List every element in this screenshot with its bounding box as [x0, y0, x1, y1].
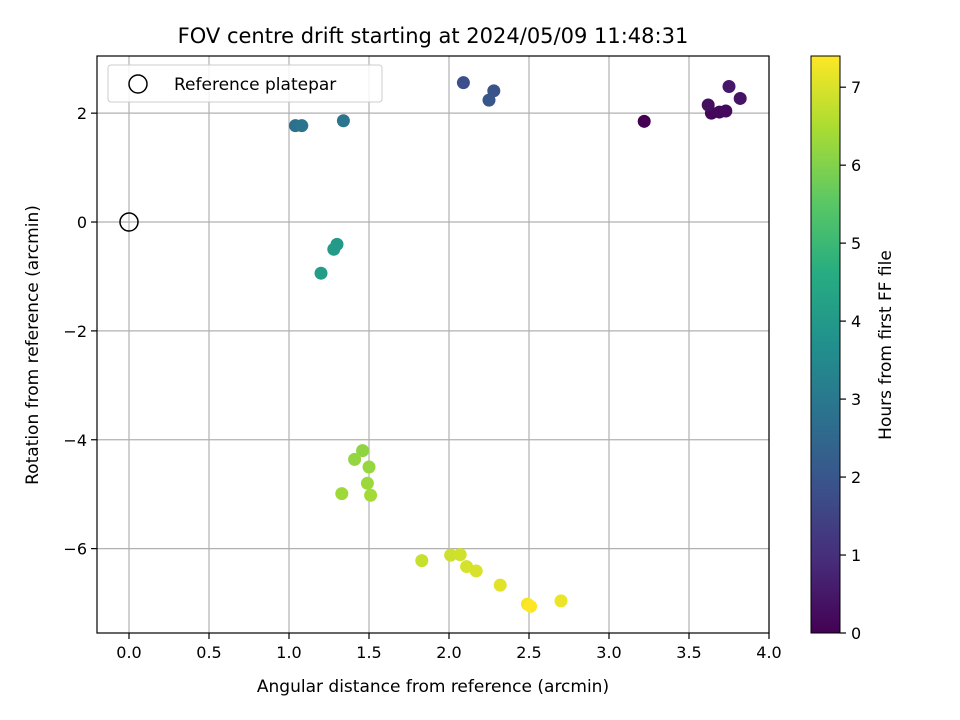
data-point	[336, 114, 350, 128]
legend-entry-reference-platepar: Reference platepar	[174, 75, 336, 95]
data-point	[360, 476, 374, 490]
colorbar: 0 1 2 3 4 5 6 7 Hours from first FF file	[810, 55, 896, 643]
data-point	[482, 93, 496, 107]
y-tick-label: 2	[77, 104, 87, 123]
x-tick-label: 0.0	[116, 643, 141, 662]
data-point	[469, 564, 483, 578]
chart-title: FOV centre drift starting at 2024/05/09 …	[178, 24, 689, 48]
x-tick-label: 3.0	[596, 643, 621, 662]
grid-lines	[97, 56, 770, 633]
y-tick-label: 0	[77, 213, 87, 232]
data-point	[295, 119, 309, 133]
data-point	[733, 91, 747, 105]
data-point	[493, 578, 507, 592]
data-point	[444, 548, 458, 562]
legend: Reference platepar	[107, 64, 383, 103]
data-point	[415, 554, 429, 568]
x-tick-label: 4.0	[756, 643, 781, 662]
y-axis-ticks: −6 −4 −2 0 2	[63, 104, 97, 559]
colorbar-tick-label: 3	[851, 390, 861, 409]
data-points	[288, 76, 747, 613]
legend-reference-marker	[128, 74, 148, 94]
y-tick-label: −4	[63, 431, 87, 450]
data-point	[637, 114, 651, 128]
colorbar-label: Hours from first FF file	[876, 250, 896, 440]
data-point	[524, 599, 538, 613]
legend-box	[107, 64, 383, 103]
x-tick-label: 3.5	[676, 643, 701, 662]
x-tick-label: 1.5	[356, 643, 381, 662]
data-point	[348, 452, 362, 466]
data-point	[453, 548, 467, 562]
data-point	[554, 594, 568, 608]
colorbar-gradient	[810, 55, 841, 634]
colorbar-tick-label: 6	[851, 156, 861, 175]
data-point	[356, 444, 370, 458]
colorbar-tick-label: 1	[851, 546, 861, 565]
colorbar-ticks: 0 1 2 3 4 5 6 7	[840, 78, 861, 643]
x-tick-label: 2.0	[436, 643, 461, 662]
plot-frame	[96, 55, 770, 634]
colorbar-tick-label: 0	[851, 624, 861, 643]
colorbar-tick-label: 7	[851, 78, 861, 97]
data-point	[327, 242, 341, 256]
x-tick-label: 2.5	[516, 643, 541, 662]
x-tick-label: 0.5	[196, 643, 221, 662]
data-point	[335, 487, 349, 501]
colorbar-tick-label: 2	[851, 468, 861, 487]
data-point	[364, 488, 378, 502]
data-point	[722, 79, 736, 93]
data-point	[719, 104, 733, 118]
colorbar-tick-label: 4	[851, 312, 861, 331]
y-tick-label: −2	[63, 322, 87, 341]
data-point	[456, 76, 470, 90]
y-tick-label: −6	[63, 540, 87, 559]
x-axis-ticks: 0.0 0.5 1.0 1.5 2.0 2.5 3.0 3.5 4.0	[116, 633, 782, 662]
data-point	[314, 266, 328, 280]
data-point	[362, 460, 376, 474]
x-tick-label: 1.0	[276, 643, 301, 662]
reference-platepar-marker	[119, 212, 139, 232]
y-axis-label: Rotation from reference (arcmin)	[23, 205, 43, 485]
data-point	[701, 98, 715, 112]
x-axis-label: Angular distance from reference (arcmin)	[257, 677, 609, 697]
colorbar-tick-label: 5	[851, 234, 861, 253]
